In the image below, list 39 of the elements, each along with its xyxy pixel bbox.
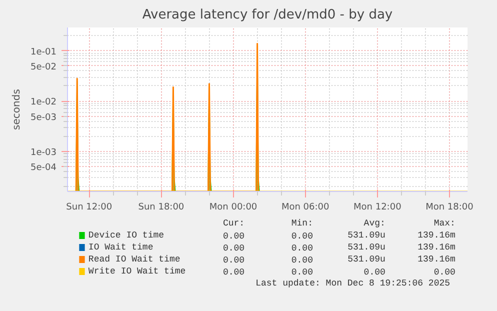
text: 0.00	[291, 268, 313, 278]
x-tick-label: Mon 18:00	[426, 202, 474, 212]
text: 0.00	[364, 268, 386, 278]
text: 531.09u	[348, 254, 386, 264]
x-tick-label: Mon 12:00	[354, 202, 402, 212]
text: 0.00	[222, 232, 245, 242]
text: 0.00	[222, 256, 245, 266]
text: 531.09u	[348, 242, 386, 252]
chart-title: Average latency for /dev/md0 - by day	[142, 8, 393, 22]
text: 0.00	[291, 256, 313, 266]
text: 0.00	[222, 268, 245, 278]
y-axis-title: seconds	[12, 89, 23, 130]
text: 0.00	[291, 232, 313, 242]
x-tick-label: Mon 06:00	[281, 202, 330, 212]
y-tick-label: 1e-01	[30, 47, 57, 58]
text: 0.00	[222, 244, 245, 254]
y-tick-label: 5e-04	[30, 163, 57, 174]
text: Min:	[291, 218, 313, 228]
y-tick-label: 5e-03	[30, 112, 57, 123]
text: 531.09u	[348, 230, 386, 240]
text: Last update: Mon Dec 8 19:25:06 2025	[256, 278, 450, 288]
text: 0.00	[291, 244, 313, 254]
text: Max:	[434, 218, 456, 228]
y-tick-label: 1e-02	[30, 98, 57, 108]
text: 0.00	[434, 268, 456, 278]
text: Avg:	[364, 218, 386, 228]
x-tick-label: Mon 00:00	[209, 202, 258, 212]
legend-label: Read IO Wait time	[88, 254, 180, 264]
legend-label: IO Wait time	[88, 242, 154, 252]
text: 139.16m	[418, 242, 456, 252]
text: Cur:	[222, 218, 245, 228]
y-tick-label: 1e-03	[30, 148, 57, 158]
y-tick-label: 5e-02	[30, 62, 57, 72]
text: 139.16m	[418, 254, 456, 264]
legend-label: Write IO Wait time	[88, 266, 186, 276]
text: 139.16m	[418, 230, 456, 240]
x-tick-label: Sun 18:00	[138, 202, 184, 212]
x-tick-label: Sun 12:00	[66, 202, 112, 212]
legend-label: Device IO time	[88, 230, 164, 240]
